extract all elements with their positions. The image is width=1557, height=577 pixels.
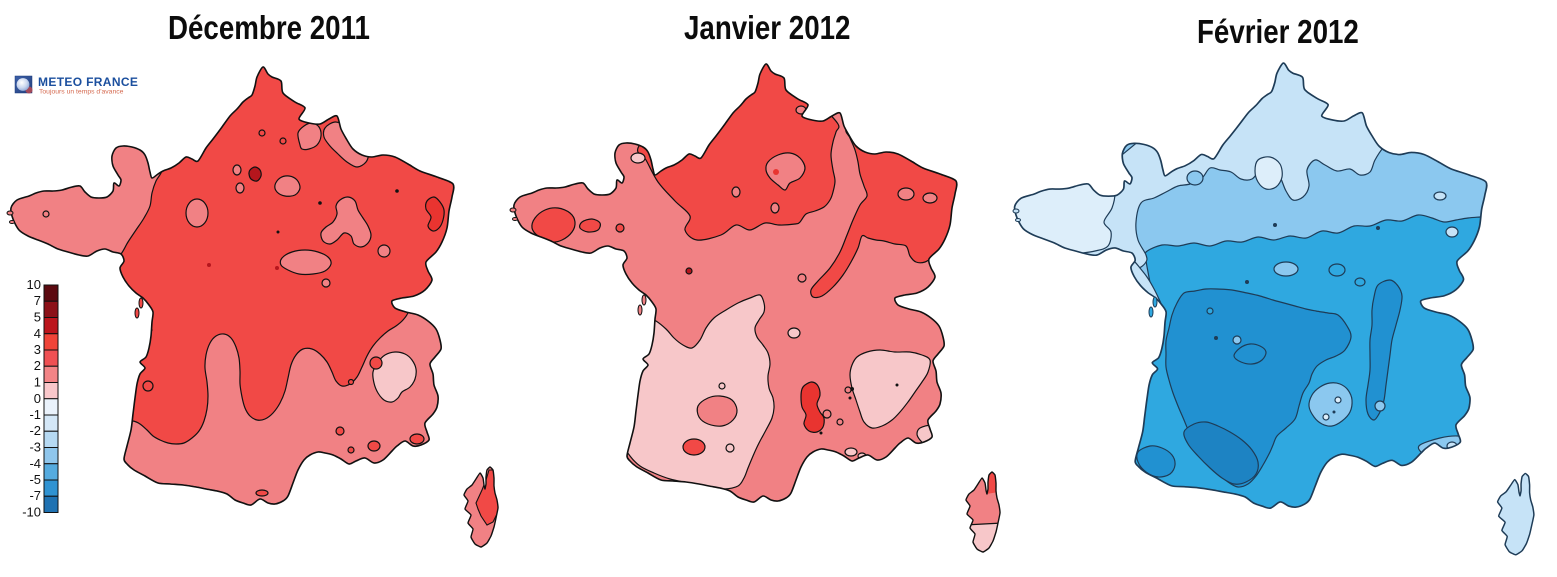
svg-text:-2: -2 [29,423,41,438]
svg-text:7: 7 [34,293,41,308]
svg-text:10: 10 [27,277,41,292]
svg-text:-3: -3 [29,440,41,455]
svg-text:-5: -5 [29,472,41,487]
svg-text:0: 0 [34,391,41,406]
svg-text:2: 2 [34,358,41,373]
svg-text:-7: -7 [29,488,41,503]
svg-text:3: 3 [34,342,41,357]
svg-text:5: 5 [34,310,41,325]
svg-text:4: 4 [34,326,41,341]
svg-text:-4: -4 [29,456,41,471]
svg-text:METEO FRANCE: METEO FRANCE [38,75,138,89]
svg-text:Toujours un temps d'avance: Toujours un temps d'avance [39,89,124,96]
svg-text:-1: -1 [29,407,41,422]
svg-text:1: 1 [34,375,41,390]
svg-text:-10: -10 [22,505,41,520]
